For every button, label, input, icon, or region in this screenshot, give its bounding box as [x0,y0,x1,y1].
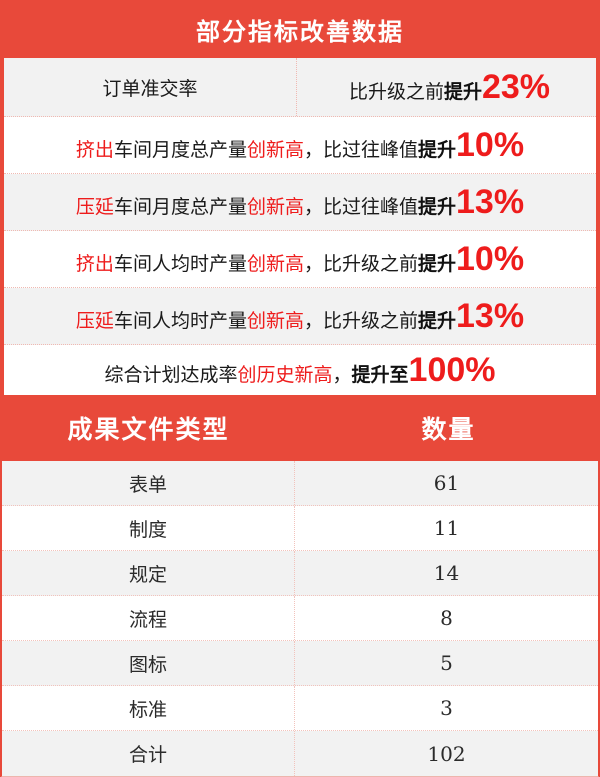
metric-statement-text: 压延 车间月度总产量 创新高 ，比过往峰值 提升 13% [76,185,524,219]
metric-text-segment: 创历史新高 [237,365,333,386]
metric-text-segment: 提升 [417,311,456,332]
document-type-cell: 表单 [2,461,295,505]
metric-statement-cell: 挤出 车间人均时产量 创新高 ，比升级之前 提升 10% [4,242,596,276]
table-row: 标准 3 [2,686,598,731]
table1-body: 订单准交率 比升级之前 提升 23% 挤出 车间月度总产量 创新高 ，比过往峰值 提升 10%… [0,58,600,395]
metric-text-segment: 综合计划达成率 [104,365,238,386]
metric-text-segment: 车间月度总产量 [113,140,247,161]
metric-text-segment: 车间人均时产量 [113,311,247,332]
metric-text-segment: 10% [456,240,525,278]
metric-text-segment: 提升 [417,197,456,218]
document-count-cell: 14 [433,561,460,585]
metric-text-segment: 10% [456,126,525,164]
table2-column-header-qty: 数量 [421,415,476,444]
document-type-cell: 制度 [2,506,295,550]
table-row: 图标 5 [2,641,598,686]
table2-body: 表单 61 制度 11 规定 14 流程 8 图标 5 标准 3 合计 102 [0,461,600,777]
table2-header-qty-cell: 数量 [297,410,600,446]
metric-row: 挤出 车间人均时产量 创新高 ，比升级之前 提升 10% [4,231,596,288]
metric-row: 挤出 车间月度总产量 创新高 ，比过往峰值 提升 10% [4,117,596,174]
metric-statement-text: 综合计划达成率 创历史新高，提升至 100% [104,353,495,387]
document-count-cell: 3 [440,696,453,720]
metric-text-segment: ，比过往峰值 [303,197,418,218]
metric-row: 综合计划达成率 创历史新高，提升至 100% [4,345,596,395]
document-type-cell: 流程 [2,596,295,640]
metric-text-segment: 提升至 [351,365,409,386]
table2-header-name-cell: 成果文件类型 [0,410,297,446]
table-row: 流程 8 [2,596,598,641]
metric-statement-text: 压延 车间人均时产量 创新高 ，比升级之前 提升 13% [76,299,524,333]
metric-text-segment: 23% [481,68,551,106]
metric-text-segment: 创新高 [246,140,304,161]
table2-header-bar: 成果文件类型 数量 [0,395,600,461]
metric-statement-cell: 压延 车间人均时产量 创新高 ，比升级之前 提升 13% [4,299,596,333]
metric-text-segment: 车间人均时产量 [113,254,247,275]
document-count-cell: 102 [427,741,466,766]
metric-statement-cell: 挤出 车间月度总产量 创新高 ，比过往峰值 提升 10% [4,128,596,162]
metric-statement-cell: 压延 车间月度总产量 创新高 ，比过往峰值 提升 13% [4,185,596,219]
document-count-cell: 8 [440,606,453,630]
metric-text-segment: 车间月度总产量 [113,197,247,218]
metric-value-text: 比升级之前 提升 23% [349,70,550,104]
document-type-cell: 合计 [2,731,295,776]
table-row: 表单 61 [2,461,598,506]
metric-row: 压延 车间月度总产量 创新高 ，比过往峰值 提升 13% [4,174,596,231]
table-row: 合计 102 [2,731,598,776]
metric-statement-cell: 综合计划达成率 创历史新高，提升至 100% [4,353,596,387]
document-count-cell: 61 [433,471,460,495]
metric-text-segment: ，比过往峰值 [303,140,418,161]
metric-text-segment: 创新高 [246,311,304,332]
metric-text-segment: ，比升级之前 [303,254,418,275]
table-row: 制度 11 [2,506,598,551]
metric-text-segment: 压延 [75,197,114,218]
document-type-cell: 标准 [2,686,295,730]
metric-text-segment: 13% [456,297,525,335]
metric-text-segment: 创新高 [246,197,304,218]
metric-label-cell: 订单准交率 [4,58,297,116]
metric-row: 订单准交率 比升级之前 提升 23% [4,58,596,117]
metric-statement-text: 挤出 车间月度总产量 创新高 ，比过往峰值 提升 10% [76,128,524,162]
metric-statement-text: 挤出 车间人均时产量 创新高 ，比升级之前 提升 10% [76,242,524,276]
document-count-cell: 5 [440,651,453,675]
metric-text-segment: 压延 [75,311,114,332]
metric-text-segment: 提升 [417,140,456,161]
metric-text-segment: ， [332,365,352,386]
metric-text-segment: 比升级之前 [348,82,444,103]
table2-column-header-name: 成果文件类型 [67,415,230,444]
metric-value-cell: 比升级之前 提升 23% [297,70,596,104]
metric-text-segment: 挤出 [75,254,114,275]
page-title: 部分指标改善数据 [196,16,404,46]
document-type-cell: 规定 [2,551,295,595]
document-type-cell: 图标 [2,641,295,685]
metric-text-segment: 提升 [417,254,456,275]
metric-text-segment: ，比升级之前 [303,311,418,332]
table1-header-bar: 部分指标改善数据 [0,0,600,58]
metric-text-segment: 13% [456,183,525,221]
table-row: 规定 14 [2,551,598,596]
metric-text-segment: 创新高 [246,254,304,275]
metric-label: 订单准交率 [102,78,198,100]
metric-text-segment: 提升 [443,82,482,103]
metric-row: 压延 车间人均时产量 创新高 ，比升级之前 提升 13% [4,288,596,345]
metric-text-segment: 挤出 [75,140,114,161]
metric-text-segment: 100% [408,351,496,389]
document-count-cell: 11 [433,516,460,540]
